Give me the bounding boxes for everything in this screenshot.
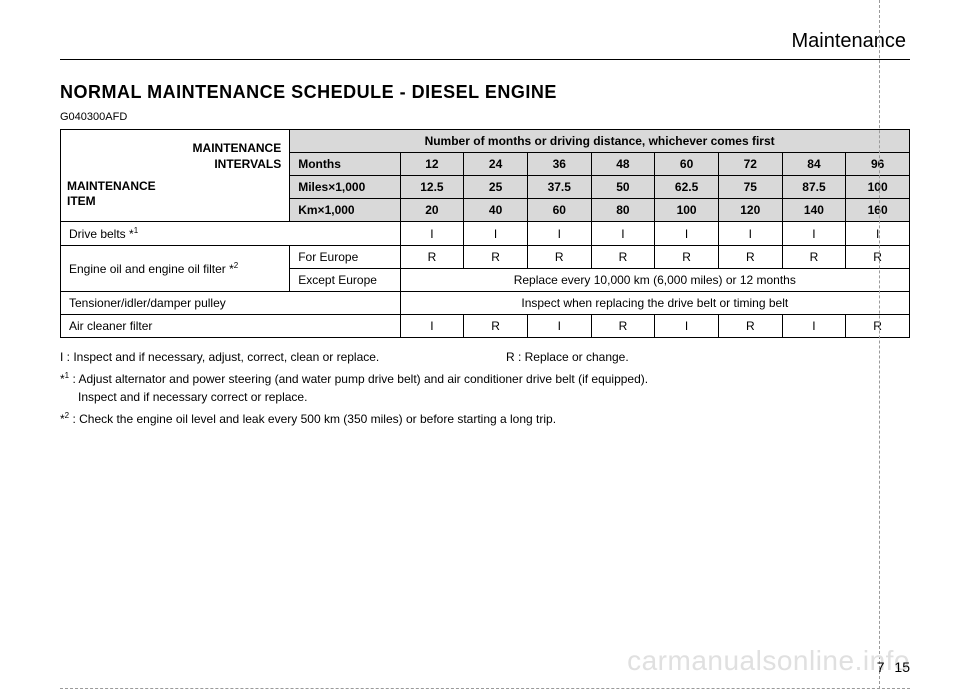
cell: I: [400, 222, 464, 246]
unit-label: Months: [290, 153, 400, 176]
item-sup: 1: [134, 226, 138, 235]
cell: R: [718, 315, 782, 338]
maintenance-table: MAINTENANCE INTERVALS MAINTENANCE ITEM N…: [60, 129, 910, 338]
cell: R: [591, 246, 655, 269]
cell: I: [527, 222, 591, 246]
cell: I: [846, 222, 910, 246]
cell: I: [655, 222, 719, 246]
row-item: Tensioner/idler/damper pulley: [61, 292, 401, 315]
fn1-text2: Inspect and if necessary correct or repl…: [78, 390, 307, 404]
axis-bottom2: ITEM: [67, 194, 96, 208]
unit-val: 40: [464, 199, 528, 222]
row-item: Air cleaner filter: [61, 315, 401, 338]
item-sup: 2: [234, 261, 238, 270]
span-cell: Replace every 10,000 km (6,000 miles) or…: [400, 269, 909, 292]
header-span: Number of months or driving distance, wh…: [290, 130, 910, 153]
row-sub: Except Europe: [290, 269, 400, 292]
fn2-text: : Check the engine oil level and leak ev…: [69, 412, 556, 426]
unit-val: 37.5: [527, 176, 591, 199]
legend-i: I : Inspect and if necessary, adjust, co…: [60, 350, 379, 364]
unit-val: 75: [718, 176, 782, 199]
unit-val: 160: [846, 199, 910, 222]
item-text: Engine oil and engine oil filter *: [69, 262, 234, 276]
cell: R: [655, 246, 719, 269]
cell: R: [527, 246, 591, 269]
notes-block: I : Inspect and if necessary, adjust, co…: [60, 348, 910, 428]
page-number: 15: [894, 659, 910, 675]
unit-val: 62.5: [655, 176, 719, 199]
page-container: Maintenance NORMAL MAINTENANCE SCHEDULE …: [0, 0, 960, 689]
unit-val: 60: [527, 199, 591, 222]
axis-top: MAINTENANCE: [193, 141, 282, 155]
unit-val: 84: [782, 153, 846, 176]
row-item: Engine oil and engine oil filter *2: [61, 246, 290, 292]
unit-val: 12: [400, 153, 464, 176]
unit-val: 87.5: [782, 176, 846, 199]
legend-r: R : Replace or change.: [506, 350, 629, 364]
span-cell: Inspect when replacing the drive belt or…: [400, 292, 909, 315]
unit-val: 48: [591, 153, 655, 176]
section-number: 7: [877, 659, 885, 675]
cell: I: [655, 315, 719, 338]
unit-val: 12.5: [400, 176, 464, 199]
item-text: Drive belts *: [69, 227, 134, 241]
axis-right: INTERVALS: [214, 157, 281, 171]
cell: R: [591, 315, 655, 338]
vertical-dash: [879, 0, 880, 689]
cell: I: [400, 315, 464, 338]
unit-val: 72: [718, 153, 782, 176]
unit-val: 80: [591, 199, 655, 222]
doc-code: G040300AFD: [60, 111, 910, 123]
rule-top: [60, 59, 910, 60]
unit-label: Miles×1,000: [290, 176, 400, 199]
page-title: NORMAL MAINTENANCE SCHEDULE - DIESEL ENG…: [60, 82, 910, 103]
unit-val: 20: [400, 199, 464, 222]
unit-val: 25: [464, 176, 528, 199]
axis-cell: MAINTENANCE INTERVALS MAINTENANCE ITEM: [61, 130, 290, 222]
row-item: Drive belts *1: [61, 222, 401, 246]
unit-val: 100: [655, 199, 719, 222]
unit-val: 36: [527, 153, 591, 176]
cell: R: [464, 246, 528, 269]
section-header: Maintenance: [60, 30, 910, 53]
unit-val: 50: [591, 176, 655, 199]
unit-val: 140: [782, 199, 846, 222]
page-footer: 7 15: [877, 659, 910, 675]
cell: R: [718, 246, 782, 269]
cell: R: [464, 315, 528, 338]
unit-val: 100: [846, 176, 910, 199]
cell: I: [464, 222, 528, 246]
fn1-text: : Adjust alternator and power steering (…: [69, 372, 648, 386]
unit-label: Km×1,000: [290, 199, 400, 222]
unit-val: 96: [846, 153, 910, 176]
cell: R: [400, 246, 464, 269]
axis-bottom1: MAINTENANCE: [67, 179, 156, 193]
cell: R: [846, 315, 910, 338]
unit-val: 120: [718, 199, 782, 222]
cell: I: [782, 222, 846, 246]
cell: I: [782, 315, 846, 338]
cell: I: [527, 315, 591, 338]
cell: I: [591, 222, 655, 246]
watermark: carmanualsonline.info: [627, 645, 910, 677]
unit-val: 24: [464, 153, 528, 176]
cell: I: [718, 222, 782, 246]
cell: R: [782, 246, 846, 269]
unit-val: 60: [655, 153, 719, 176]
row-sub: For Europe: [290, 246, 400, 269]
cell: R: [846, 246, 910, 269]
